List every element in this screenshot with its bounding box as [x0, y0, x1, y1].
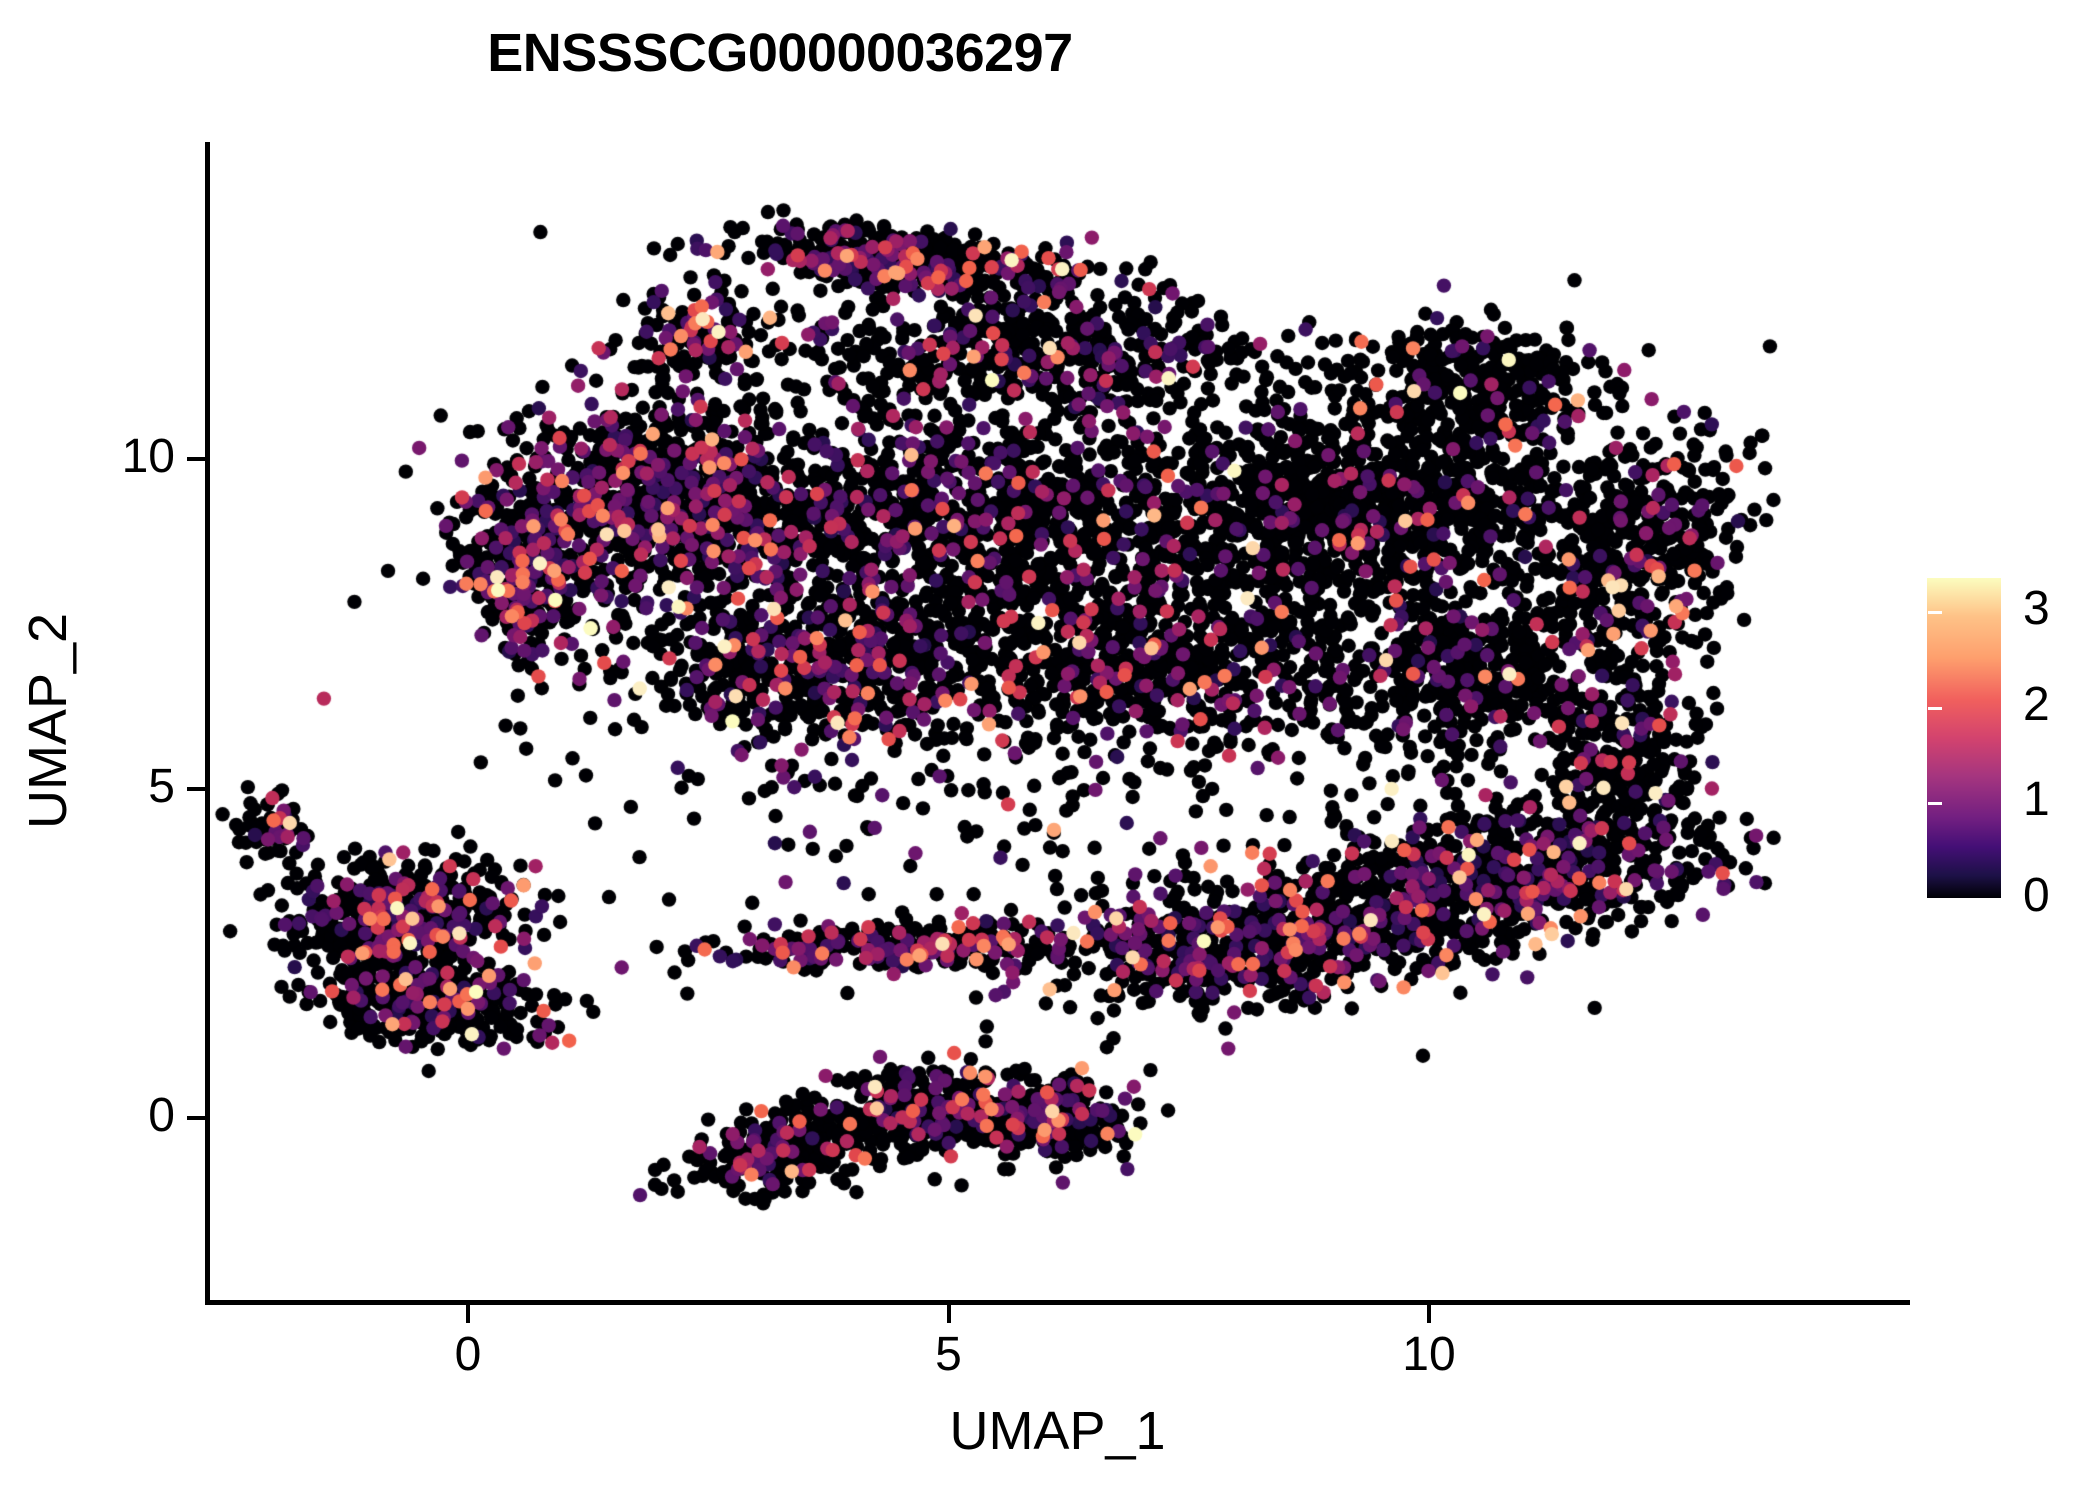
- x-tick-label: 0: [454, 1328, 482, 1381]
- x-tick-label: 10: [1402, 1328, 1456, 1381]
- colorbar-tick-mark: [2072, 611, 2086, 615]
- y-tick-label: 10: [121, 430, 175, 483]
- x-axis-line: [205, 1300, 1910, 1305]
- colorbar-tick-label: 2: [2023, 677, 2050, 731]
- colorbar-tick-mark: [2072, 802, 2086, 806]
- colorbar-legend: 3 2 1 0: [1927, 578, 2087, 922]
- colorbar-tick-mark: [1928, 802, 1942, 806]
- colorbar-tick-label: 3: [2023, 582, 2050, 636]
- colorbar-tick-label: 0: [2023, 869, 2050, 922]
- x-tick-mark: [466, 1305, 470, 1323]
- y-tick-mark: [187, 457, 205, 461]
- y-tick-label: 0: [148, 1089, 175, 1142]
- colorbar-tick-label: 1: [2023, 773, 2050, 827]
- y-axis-line: [205, 142, 210, 1304]
- colorbar-tick-mark: [2072, 706, 2086, 710]
- x-tick-mark: [1427, 1305, 1431, 1323]
- colorbar-tick-mark: [1928, 706, 1942, 710]
- x-tick-mark: [946, 1305, 951, 1323]
- y-tick-mark: [187, 786, 205, 791]
- colorbar-tick-mark: [1928, 611, 1942, 615]
- colorbar-gradient: [1927, 578, 2001, 898]
- y-tick-mark: [187, 1116, 205, 1120]
- x-axis-title: UMAP_1: [949, 1401, 1166, 1461]
- y-tick-label: 5: [148, 759, 175, 813]
- y-axis-title: UMAP_2: [18, 612, 78, 830]
- x-tick-label: 5: [935, 1328, 962, 1381]
